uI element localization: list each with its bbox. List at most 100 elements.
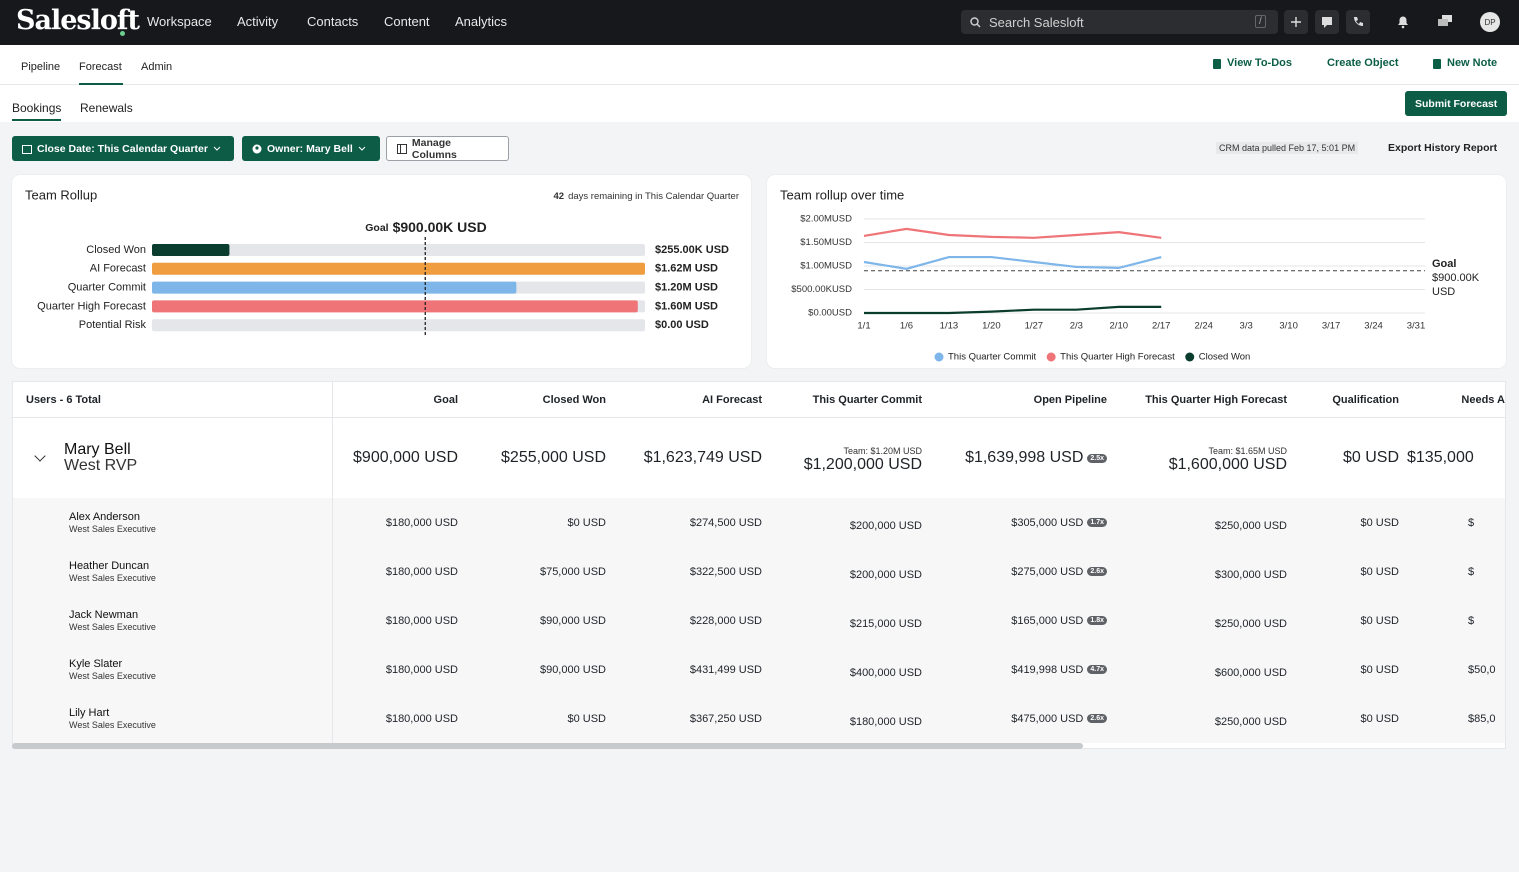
cell-value: $0 USD — [567, 712, 606, 725]
x-tick-label: 3/10 — [1279, 321, 1298, 332]
user-info: Jack Newman West Sales Executive — [69, 609, 156, 633]
table-cell: $274,500 USD — [608, 498, 764, 547]
lead-row: Mary Bell West RVP $900,000 USD $255,000 US… — [13, 418, 1505, 498]
phone-button[interactable] — [1346, 10, 1370, 34]
sub-action[interactable]: Create Object — [1327, 57, 1399, 69]
goal-heading: Goal $900.00K USD — [365, 219, 487, 235]
sub-tab[interactable]: Admin — [141, 61, 173, 73]
bar-track — [152, 244, 645, 256]
tab[interactable]: Renewals — [80, 101, 133, 115]
table-cell: $400,000 USD — [764, 645, 924, 694]
nav-item[interactable]: Analytics — [455, 14, 508, 29]
scrollbar[interactable] — [12, 743, 1083, 749]
user-cell: Alex Anderson West Sales Executive — [13, 498, 333, 547]
cell-value: $ — [1468, 565, 1475, 578]
tab[interactable]: Bookings — [12, 101, 62, 115]
table-cell: $0 USD — [1289, 694, 1401, 743]
user-role: West Sales Executive — [69, 670, 156, 681]
sub-tab[interactable]: Forecast — [79, 61, 122, 73]
table-cell: $215,000 USD — [764, 596, 924, 645]
user-row: Heather Duncan West Sales Executive $180,0… — [13, 547, 1505, 596]
user-cell: Mary Bell West RVP — [13, 418, 333, 498]
chat-button[interactable] — [1315, 10, 1339, 34]
table-cell: $0 USD — [1289, 498, 1401, 547]
table-cell: $50,0 — [1401, 645, 1505, 694]
export-link[interactable]: Export History Report — [1388, 142, 1498, 154]
search-placeholder: Search Salesloft — [989, 15, 1084, 30]
table-cell: $250,000 USD — [1109, 694, 1289, 743]
submit-button[interactable]: Submit Forecast — [1405, 91, 1508, 116]
days-text: days remaining in This Calendar Quarter — [568, 191, 739, 202]
plus-icon — [1291, 17, 1301, 27]
cell-value: $400,000 USD — [849, 666, 922, 679]
nav-item[interactable]: Contacts — [307, 14, 359, 29]
x-tick-label: 2/3 — [1070, 321, 1083, 332]
table-cell: $475,000 USD 2.6x — [924, 694, 1109, 743]
legend-label: This Quarter Commit — [948, 352, 1037, 363]
series-line — [864, 305, 1162, 315]
chat-icon — [1322, 17, 1332, 28]
avatar[interactable]: DP — [1480, 12, 1500, 32]
table-cell: $85,0 — [1401, 694, 1505, 743]
sub-tab[interactable]: Pipeline — [21, 61, 61, 73]
goal-value: $900.00K USD — [393, 219, 487, 235]
user-row: Lily Hart West Sales Executive $180,000 US… — [13, 694, 1505, 743]
user-role: West RVP — [64, 457, 138, 474]
cell-value: $180,000 USD — [385, 712, 458, 725]
sub-action[interactable]: View To-Dos — [1227, 57, 1292, 69]
table-cell: $1,623,749 USD — [608, 418, 764, 498]
user-row: Alex Anderson West Sales Executive $180,00… — [13, 498, 1505, 547]
series-line — [863, 227, 1162, 239]
table-cell: $0 USD — [460, 498, 608, 547]
close-date-filter[interactable]: Close Date: This Calendar Quarter — [12, 136, 234, 161]
cell-value: $200,000 USD — [849, 519, 922, 532]
bar-value: $255.00K USD — [655, 244, 729, 256]
stacked-value: Team: $1.65M USD $1,600,000 USD — [1169, 445, 1287, 473]
cell-value: $419,998 USD — [1011, 663, 1084, 676]
table-cell: $305,000 USD 1.7x — [924, 498, 1109, 547]
forecast-table: Users - 6 Total Goal Closed Won AI Forecast… — [12, 381, 1506, 749]
top-nav: Salesloft Search Salesloft / DP Workspac… — [0, 0, 1519, 45]
cell-value: $322,500 USD — [689, 565, 762, 578]
x-tick-label: 1/1 — [857, 321, 870, 332]
goal-annotation: Goal $900.00K USD — [1432, 257, 1492, 299]
manage-columns-button[interactable]: Manage Columns — [386, 136, 509, 161]
owner-filter[interactable]: Owner: Mary Bell — [242, 136, 380, 161]
sub-action[interactable]: New Note — [1447, 57, 1498, 69]
table-cell: $90,000 USD — [460, 596, 608, 645]
table-cell: $135,000 — [1401, 418, 1505, 498]
nav-item[interactable]: Activity — [237, 14, 279, 29]
bar-track — [152, 319, 645, 332]
x-tick-label: 1/27 — [1025, 321, 1044, 332]
bar-label: Quarter High Forecast — [37, 300, 146, 312]
bar-value: $0.00 USD — [655, 319, 709, 331]
expand-chevron[interactable] — [34, 450, 46, 462]
cell-value: $300,000 USD — [1214, 568, 1287, 581]
logo[interactable]: Salesloft — [16, 5, 140, 36]
bell-icon[interactable] — [1396, 14, 1410, 30]
cell-value: $90,000 USD — [539, 614, 606, 627]
table-cell: $180,000 USD — [333, 596, 460, 645]
bar-label: AI Forecast — [90, 263, 146, 275]
trend-card: Team rollup over time $0.00USD $500.00KUSD… — [767, 175, 1506, 368]
cell-value: $0 USD — [1360, 614, 1399, 627]
bar-label: Closed Won — [86, 244, 146, 256]
search-box[interactable]: Search Salesloft / — [961, 10, 1278, 34]
column-header: Goal — [433, 393, 458, 406]
cell-value: $1,639,998 USD — [965, 449, 1084, 466]
add-button[interactable] — [1284, 10, 1308, 34]
cell-value: $85,0 — [1468, 712, 1496, 725]
legend-swatch — [1046, 352, 1056, 362]
user-cell: Jack Newman West Sales Executive — [13, 596, 333, 645]
cell-value: $0 USD — [1360, 516, 1399, 529]
user-name: Kyle Slater — [69, 657, 123, 670]
cell-value: $200,000 USD — [849, 568, 922, 581]
apps-icon[interactable] — [1437, 14, 1453, 28]
bar-value: $1.60M USD — [655, 300, 718, 312]
filter-label: Owner: Mary Bell — [267, 142, 353, 155]
nav-item[interactable]: Content — [384, 14, 430, 29]
y-tick-label: $2.00MUSD — [800, 214, 852, 225]
nav-item[interactable]: Workspace — [147, 14, 212, 29]
cell-value: $0 USD — [1360, 565, 1399, 578]
